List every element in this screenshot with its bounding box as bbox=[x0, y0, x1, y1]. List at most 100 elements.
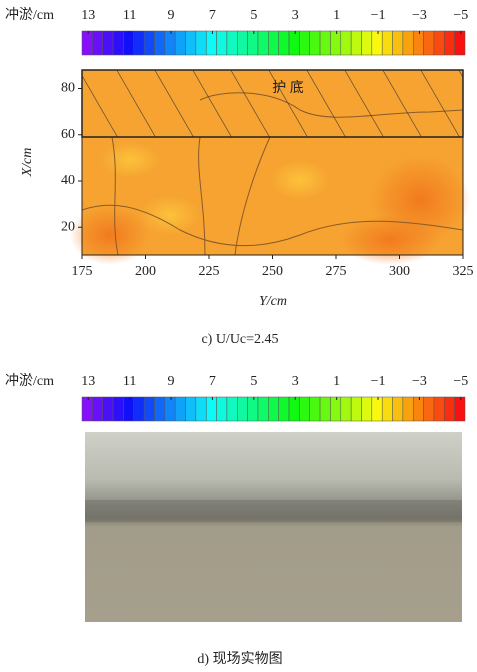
colorbar-cell bbox=[154, 30, 166, 56]
annotation: 护 底 bbox=[272, 80, 304, 96]
colorbar-cell bbox=[350, 30, 362, 56]
colorbar-cell bbox=[205, 30, 217, 56]
colorbar-tick-label: 9 bbox=[168, 374, 175, 389]
x-tick-label: 250 bbox=[262, 264, 283, 279]
colorbar-tick-label: 1 bbox=[333, 8, 340, 23]
colorbar-tick-label: 1 bbox=[333, 374, 340, 389]
colorbar-cell bbox=[381, 396, 393, 422]
colorbar-cell bbox=[371, 396, 383, 422]
colorbar-cell bbox=[123, 396, 135, 422]
colorbar-cell bbox=[444, 396, 455, 422]
colorbar-cell bbox=[133, 396, 145, 422]
colorbar-tick-label: −3 bbox=[412, 374, 427, 389]
caption: c) U/Uc=2.45 bbox=[201, 332, 278, 347]
colorbar-cell bbox=[123, 30, 135, 56]
colorbar-label: 冲淤/cm bbox=[5, 373, 54, 389]
x-tick-label: 275 bbox=[326, 264, 347, 279]
colorbar-cell bbox=[154, 396, 166, 422]
photo bbox=[85, 432, 462, 622]
colorbar-cell bbox=[102, 30, 114, 56]
colorbar-cell bbox=[433, 30, 445, 56]
colorbar-cell bbox=[247, 396, 259, 422]
y-axis-label: X/cm bbox=[20, 148, 35, 178]
x-tick-label: 175 bbox=[72, 264, 93, 279]
colorbar-cell bbox=[319, 396, 331, 422]
colorbar-cell bbox=[402, 396, 414, 422]
colorbar-cell bbox=[112, 396, 124, 422]
colorbar-tick-label: 3 bbox=[292, 8, 299, 23]
x-tick-label: 225 bbox=[199, 264, 220, 279]
y-tick-label: 80 bbox=[61, 81, 75, 96]
colorbar-cell bbox=[247, 30, 259, 56]
colorbar-cell bbox=[257, 396, 269, 422]
colorbar-tick-label: −1 bbox=[371, 374, 386, 389]
colorbar-cell bbox=[309, 30, 321, 56]
colorbar-tick-label: 7 bbox=[209, 8, 216, 23]
colorbar-cell bbox=[278, 396, 290, 422]
colorbar-cell bbox=[319, 30, 331, 56]
colorbar-cell bbox=[268, 30, 279, 56]
colorbar-cell bbox=[288, 396, 300, 422]
y-tick-label: 60 bbox=[61, 127, 75, 142]
colorbar-cell bbox=[143, 30, 155, 56]
colorbar-cell bbox=[102, 396, 114, 422]
colorbar-tick-label: 11 bbox=[123, 374, 136, 389]
colorbar-cell bbox=[164, 396, 176, 422]
colorbar-tick-label: 5 bbox=[250, 374, 257, 389]
colorbar-cell bbox=[174, 30, 186, 56]
colorbar-cell bbox=[340, 30, 352, 56]
colorbar-cell bbox=[412, 30, 424, 56]
colorbar-cell bbox=[423, 30, 435, 56]
colorbar-cell bbox=[350, 396, 362, 422]
colorbar-cell bbox=[257, 30, 269, 56]
colorbar-cell bbox=[195, 30, 207, 56]
colorbar-label: 冲淤/cm bbox=[5, 7, 54, 23]
colorbar-cell bbox=[81, 30, 93, 56]
colorbar-cell bbox=[195, 396, 207, 422]
colorbar-cell bbox=[392, 30, 404, 56]
colorbar-tick-label: −5 bbox=[453, 8, 468, 23]
colorbar-cell bbox=[392, 396, 404, 422]
colorbar-tick-label: 13 bbox=[81, 8, 95, 23]
colorbar-cell bbox=[444, 30, 455, 56]
colorbar-tick-label: 9 bbox=[168, 8, 175, 23]
colorbar-cell bbox=[454, 396, 466, 422]
colorbar-cell bbox=[133, 30, 145, 56]
colorbar-cell bbox=[226, 396, 238, 422]
colorbar-cell bbox=[340, 396, 352, 422]
colorbar-cell bbox=[454, 30, 466, 56]
y-tick-label: 40 bbox=[61, 173, 75, 188]
colorbar-tick-label: 13 bbox=[81, 374, 95, 389]
colorbar-cell bbox=[164, 30, 176, 56]
colorbar-cell bbox=[174, 396, 186, 422]
contour-field bbox=[70, 69, 470, 265]
colorbar-cell bbox=[433, 396, 445, 422]
colorbar-cell bbox=[92, 396, 103, 422]
colorbar-cell bbox=[361, 30, 373, 56]
x-axis-label: Y/cm bbox=[259, 294, 287, 309]
colorbar-cell bbox=[185, 396, 197, 422]
colorbar-tick-label: −5 bbox=[453, 374, 468, 389]
colorbar-cell bbox=[216, 396, 228, 422]
colorbar-cell bbox=[92, 30, 103, 56]
colorbar-cell bbox=[402, 30, 414, 56]
colorbar-cell bbox=[112, 30, 124, 56]
colorbar-cell bbox=[226, 30, 238, 56]
colorbar-cell bbox=[205, 396, 217, 422]
colorbar-tick-label: 11 bbox=[123, 8, 136, 23]
caption: d) 现场实物图 bbox=[197, 651, 282, 667]
x-tick-label: 300 bbox=[389, 264, 410, 279]
x-tick-label: 325 bbox=[453, 264, 474, 279]
colorbar-cell bbox=[423, 396, 435, 422]
colorbar-tick-label: −1 bbox=[371, 8, 386, 23]
colorbar-cell bbox=[330, 30, 342, 56]
colorbar-cell bbox=[299, 396, 310, 422]
colorbar-cell bbox=[81, 396, 93, 422]
colorbar-cell bbox=[299, 30, 310, 56]
x-tick-label: 200 bbox=[135, 264, 156, 279]
colorbar-tick-label: 5 bbox=[250, 8, 257, 23]
colorbar-cell bbox=[185, 30, 197, 56]
y-tick-label: 20 bbox=[61, 219, 75, 234]
